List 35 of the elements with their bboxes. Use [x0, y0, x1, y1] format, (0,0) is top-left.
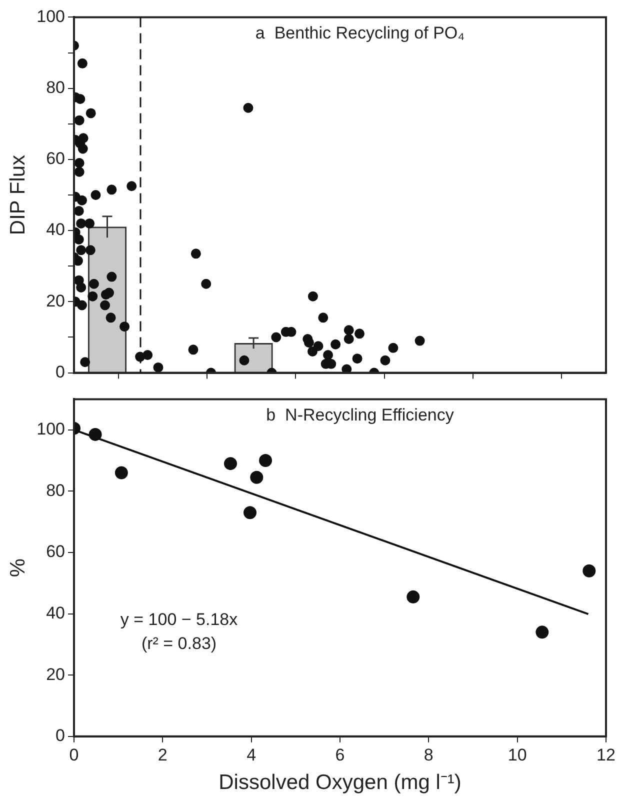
y-tick-label: 60	[46, 542, 65, 562]
point	[88, 428, 102, 441]
chart-title: a Benthic Recycling of PO₄	[255, 23, 465, 42]
y-tick-label: 20	[46, 291, 65, 310]
y-tick-label: 0	[56, 726, 65, 746]
y-tick-label: 80	[46, 78, 65, 98]
point	[224, 457, 237, 470]
point	[259, 454, 272, 468]
x-axis-title: Dissolved Oxygen (mg l⁻¹)	[218, 771, 462, 794]
y-tick-label: 0	[56, 362, 65, 382]
x-tick-label: 6	[335, 745, 345, 764]
x-tick-label: 0	[69, 745, 79, 764]
y-tick-label: 40	[46, 220, 65, 240]
point	[250, 470, 264, 484]
y-tick-label: 40	[46, 603, 65, 622]
chart-title: b N-Recycling Efficiency	[266, 405, 454, 424]
x-tick-label: 2	[158, 745, 168, 764]
y-tick-label: 100	[36, 420, 65, 439]
point	[536, 626, 549, 639]
y-axis-title: DIP Flux	[6, 154, 30, 236]
y-tick-label: 100	[36, 6, 65, 26]
x-tick-label: 12	[596, 745, 616, 764]
point	[114, 466, 128, 480]
y-tick-label: 60	[46, 149, 65, 168]
x-tick-label: 10	[508, 745, 527, 764]
y-axis-title: %	[6, 558, 30, 578]
annotation: (r² = 0.83)	[141, 634, 217, 653]
point	[244, 506, 257, 520]
annotation: y = 100 − 5.18x	[120, 610, 238, 629]
point	[406, 590, 420, 604]
point	[582, 564, 596, 578]
y-tick-label: 80	[46, 480, 65, 500]
x-tick-label: 4	[246, 745, 256, 764]
y-tick-label: 20	[46, 664, 65, 684]
x-tick-label: 8	[424, 745, 434, 764]
